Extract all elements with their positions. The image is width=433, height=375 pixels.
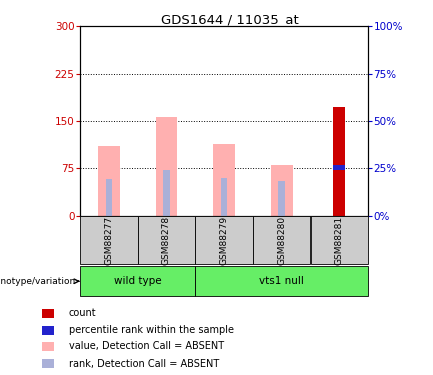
FancyBboxPatch shape [80, 266, 195, 296]
Bar [42, 359, 54, 368]
FancyBboxPatch shape [138, 216, 195, 264]
Bar [42, 326, 54, 334]
Text: genotype/variation: genotype/variation [0, 277, 76, 286]
Bar [155, 117, 178, 216]
Text: GSM88280: GSM88280 [277, 215, 286, 265]
FancyBboxPatch shape [195, 216, 253, 264]
FancyBboxPatch shape [253, 216, 310, 264]
Bar [42, 342, 54, 351]
Text: value, Detection Call = ABSENT: value, Detection Call = ABSENT [69, 342, 224, 351]
Text: wild type: wild type [114, 276, 162, 286]
FancyBboxPatch shape [80, 216, 138, 264]
FancyBboxPatch shape [310, 216, 368, 264]
FancyBboxPatch shape [195, 266, 368, 296]
Text: GSM88277: GSM88277 [104, 215, 113, 265]
Bar [278, 181, 285, 216]
Bar [221, 178, 227, 216]
Bar [333, 107, 345, 216]
Text: vts1 null: vts1 null [259, 276, 304, 286]
Bar [333, 165, 345, 170]
Bar [271, 165, 293, 216]
Text: GSM88278: GSM88278 [162, 215, 171, 265]
Text: percentile rank within the sample: percentile rank within the sample [69, 325, 234, 335]
Bar [106, 179, 112, 216]
Text: GSM88279: GSM88279 [220, 215, 229, 265]
Text: GSM88281: GSM88281 [335, 215, 344, 265]
Bar [163, 170, 170, 216]
Text: rank, Detection Call = ABSENT: rank, Detection Call = ABSENT [69, 359, 219, 369]
Text: count: count [69, 309, 97, 318]
Bar [213, 144, 235, 216]
Text: GDS1644 / 11035_at: GDS1644 / 11035_at [161, 13, 298, 26]
Bar [98, 146, 120, 216]
Bar [42, 309, 54, 318]
